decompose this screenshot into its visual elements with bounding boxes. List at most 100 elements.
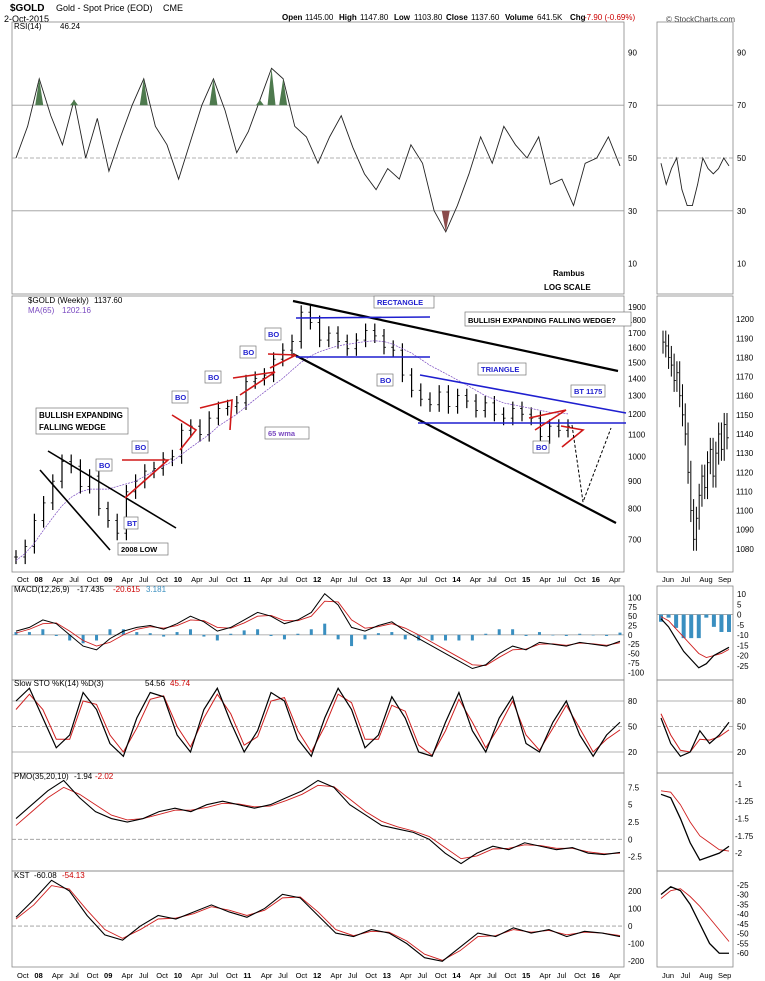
- y-tick-label: 1160: [736, 392, 754, 401]
- y-tick-label: 90: [737, 48, 746, 57]
- macd-histogram-bar: [215, 634, 219, 641]
- y-tick-label: -25: [737, 881, 749, 890]
- watermark: © StockCharts.com: [666, 15, 735, 24]
- x-tick-label: 15: [522, 971, 530, 980]
- macd-value-3: 3.181: [146, 585, 167, 594]
- x-tick-label: Oct: [226, 971, 239, 980]
- y-tick-label: -1: [735, 780, 743, 789]
- macd-histogram-bar: [296, 633, 300, 635]
- y-tick-label: -45: [737, 920, 749, 929]
- pmo-label: PMO(35,20,10): [14, 772, 69, 781]
- y-tick-label: 75: [628, 603, 637, 612]
- macd-histogram-bar: [14, 632, 18, 635]
- sto-k-line: [15, 686, 621, 758]
- y-tick-label: 2.5: [628, 818, 640, 827]
- wedge-left-label-line2: FALLING WEDGE: [39, 423, 106, 432]
- y-tick-label: 1200: [736, 315, 754, 324]
- macd-signal-line: [15, 600, 621, 666]
- bo-label-box: [171, 390, 189, 404]
- wedge2008-upper-line: [47, 450, 177, 529]
- macd-histogram-bar: [162, 634, 166, 637]
- macd-histogram-bar: [81, 634, 85, 644]
- side-panel-frame: [656, 585, 734, 681]
- x-tick-label: Oct: [505, 575, 518, 584]
- macd-histogram-bar: [323, 623, 327, 635]
- x-tick-label: 09: [104, 971, 112, 980]
- x-tick-label: Jul: [69, 971, 79, 980]
- instrument-name: Gold - Spot Price (EOD): [56, 3, 153, 13]
- x-tick-label: Oct: [226, 575, 239, 584]
- macd-histogram-bar: [229, 633, 233, 635]
- x-tick-label: 16: [592, 971, 600, 980]
- x-tick-label-daily: Sep: [718, 971, 731, 980]
- rsi-extreme-fill: [279, 78, 288, 106]
- close-label: Close: [446, 13, 468, 22]
- x-tick-label: 08: [34, 575, 42, 584]
- kst-signal-line: [15, 885, 621, 961]
- x-tick-label: Oct: [435, 575, 448, 584]
- y-tick-label: 50: [628, 154, 637, 163]
- y-tick-label: -15: [737, 641, 749, 650]
- x-tick-label: Apr: [400, 971, 412, 980]
- y-tick-label: 1100: [628, 430, 646, 439]
- side-panel-frame: [656, 295, 734, 573]
- y-tick-label: -5: [737, 621, 745, 630]
- sto-value-2: 45.74: [170, 679, 191, 688]
- macd-histogram-bar: [376, 633, 380, 635]
- x-tick-label: Apr: [609, 971, 621, 980]
- x-tick-label: Oct: [156, 575, 169, 584]
- low-2008-label: 2008 LOW: [121, 545, 158, 554]
- macd-label: MACD(12,26,9): [14, 585, 70, 594]
- x-tick-label: Apr: [330, 575, 342, 584]
- x-tick-label: Apr: [261, 575, 273, 584]
- wma-label-box: [264, 426, 310, 440]
- y-tick-label: 7.5: [628, 783, 640, 792]
- macd-histogram-bar: [618, 632, 622, 635]
- macd-daily-histogram-bar: [659, 614, 663, 622]
- macd-histogram-bar: [524, 634, 528, 636]
- x-tick-label: Oct: [156, 971, 169, 980]
- macd-histogram-bar: [591, 634, 595, 636]
- y-tick-label: 1190: [736, 334, 754, 343]
- triangle-label: TRIANGLE: [481, 365, 519, 374]
- x-tick-label: 14: [452, 971, 461, 980]
- x-tick-label: 13: [383, 575, 391, 584]
- macd-daily-histogram-bar: [704, 614, 709, 618]
- y-tick-label: 1500: [628, 358, 646, 367]
- low-2008-label-box: [117, 542, 169, 556]
- ma-label: MA(65): [28, 306, 55, 315]
- y-tick-label: 80: [737, 697, 746, 706]
- y-tick-label: 20: [628, 748, 637, 757]
- bt-label: BT: [127, 519, 137, 528]
- x-tick-label-daily: Jul: [681, 575, 691, 584]
- volume-label: Volume: [505, 13, 534, 22]
- y-tick-label: -2.5: [628, 853, 642, 862]
- x-tick-label: 16: [592, 575, 600, 584]
- kst-value-2: -54.13: [62, 871, 85, 880]
- macd-histogram-bar: [175, 632, 179, 635]
- kst-daily-line: [660, 885, 729, 954]
- y-tick-label: 900: [628, 477, 642, 486]
- y-tick-label: -60: [737, 949, 749, 958]
- pmo-line: [15, 779, 621, 865]
- wedge-right-label-box: [464, 311, 632, 327]
- y-tick-label: 1000: [628, 453, 646, 462]
- x-tick-label: Oct: [296, 575, 309, 584]
- exchange-label: CME: [163, 3, 183, 13]
- x-tick-label: Oct: [87, 575, 100, 584]
- y-tick-label: 0: [737, 611, 742, 620]
- x-tick-label: Apr: [330, 971, 342, 980]
- macd-histogram-bar: [430, 634, 434, 641]
- y-tick-label: 0: [628, 835, 633, 844]
- macd-daily-signal-line: [660, 616, 730, 659]
- macd-daily-histogram-bar: [727, 614, 731, 632]
- x-tick-label-daily: Aug: [699, 575, 712, 584]
- macd-histogram-bar: [242, 630, 246, 635]
- rsi-value: 46.24: [60, 22, 81, 31]
- y-tick-label: 70: [737, 101, 746, 110]
- y-tick-label: 70: [628, 101, 637, 110]
- y-tick-label: -10: [737, 631, 749, 640]
- bo-label-box: [95, 458, 113, 472]
- macd-histogram-bar: [537, 632, 541, 635]
- y-tick-label: 1300: [628, 392, 646, 401]
